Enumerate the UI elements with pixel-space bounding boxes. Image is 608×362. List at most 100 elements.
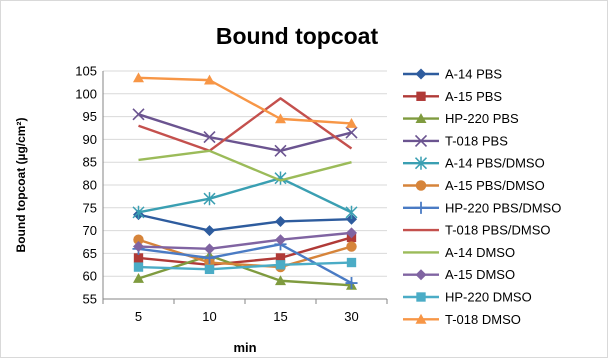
y-tick-label: 90 [83,132,97,147]
legend-label: T-018 DMSO [445,312,521,327]
y-tick-label: 100 [75,86,97,101]
data-point [204,243,215,255]
legend-entry: A-14 DMSO [403,245,515,260]
data-point [345,276,358,290]
x-tick-labels: 5 10 15 30 [102,299,388,324]
y-tick-label: 95 [83,109,97,124]
legend-label: HP-220 DMSO [445,290,532,305]
data-point [414,134,428,147]
data-point [346,227,357,239]
data-point [345,126,358,139]
y-tick-label: 60 [83,269,97,284]
series-lines [132,72,358,290]
legend-label: A-15 PBS [445,89,502,104]
data-point [346,241,357,252]
data-point [415,180,427,191]
legend-entry: A-14 PBS [403,67,502,82]
data-point [345,205,358,219]
series-8 [138,149,352,182]
series-4 [132,171,358,219]
data-point [133,72,144,83]
legend-label: A-14 DMSO [445,245,515,260]
series-2 [133,250,357,290]
y-tick-label: 65 [83,246,97,261]
y-tick-label: 80 [83,178,97,193]
legend-label: HP-220 PBS [445,111,519,126]
data-point [274,144,287,157]
data-point [415,313,427,324]
data-point [203,131,216,144]
series-line [138,176,353,214]
data-point [275,260,286,270]
legend-entry: HP-220 DMSO [403,290,532,305]
data-point [133,272,144,283]
x-tick-label: 30 [344,309,358,324]
data-point [275,275,286,286]
chart-title: Bound topcoat [216,23,379,49]
y-tick-label: 55 [83,292,97,307]
gridlines [103,70,387,277]
legend-entry: HP-220 PBS/DMSO [403,200,561,215]
series-0 [133,209,357,237]
legend-label: A-15 DMSO [445,267,515,282]
series-3 [132,108,358,157]
data-point [416,91,426,101]
series-11 [133,72,357,128]
legend-label: HP-220 PBS/DMSO [445,200,561,215]
y-tick-label: 70 [83,223,97,238]
series-line [138,231,352,251]
y-axis-label: Bound topcoat (µg/cm²) [14,118,28,253]
legend-label: T-018 PBS/DMSO [445,223,550,238]
y-tick-label: 105 [75,64,97,79]
data-point [204,74,215,85]
legend-entry: T-018 PBS [403,133,508,148]
legend-entry: A-15 PBS/DMSO [403,178,545,193]
data-point [275,113,286,124]
series-9 [133,227,357,255]
data-point [416,292,426,302]
data-point [204,225,215,237]
series-line [138,149,352,182]
x-tick-label: 10 [202,309,216,324]
data-point [132,205,145,219]
legend-entry: A-15 PBS [403,89,502,104]
y-tick-labels: 55 60 65 70 75 80 85 90 95 100 105 [75,64,97,307]
legend-entry: HP-220 PBS [403,111,519,126]
legend-label: A-15 PBS/DMSO [445,178,545,193]
series-line [138,238,352,269]
data-point [346,257,357,268]
series-line [138,97,353,153]
data-point [133,234,144,245]
data-point [274,171,287,185]
data-point [133,253,144,263]
x-tick-label: 15 [273,309,287,324]
data-point [275,253,286,263]
legend: A-14 PBS A-15 PBS HP-220 PBS T-018 PBS A-14 … [403,67,561,327]
y-tick-label: 75 [83,200,97,215]
data-point [346,117,357,128]
data-point [275,215,286,227]
legend-entry: A-14 PBS/DMSO [403,156,545,171]
data-point [414,201,428,214]
data-point [133,262,144,272]
data-point [132,108,145,121]
data-point [346,213,357,225]
data-point [415,113,427,123]
data-point [204,264,215,275]
data-point [133,241,144,253]
series-line [138,76,352,125]
data-point [415,269,427,281]
data-point [203,192,216,206]
legend-entry: T-018 PBS/DMSO [403,223,550,238]
series-7 [138,97,353,153]
series-line [138,213,352,232]
legend-entry: A-15 DMSO [403,267,515,282]
x-axis-label: min [233,340,256,355]
series-10 [133,257,357,275]
legend-label: A-14 PBS/DMSO [445,156,545,171]
series-line [138,261,352,271]
series-line [138,236,352,266]
y-tick-label: 85 [83,155,97,170]
